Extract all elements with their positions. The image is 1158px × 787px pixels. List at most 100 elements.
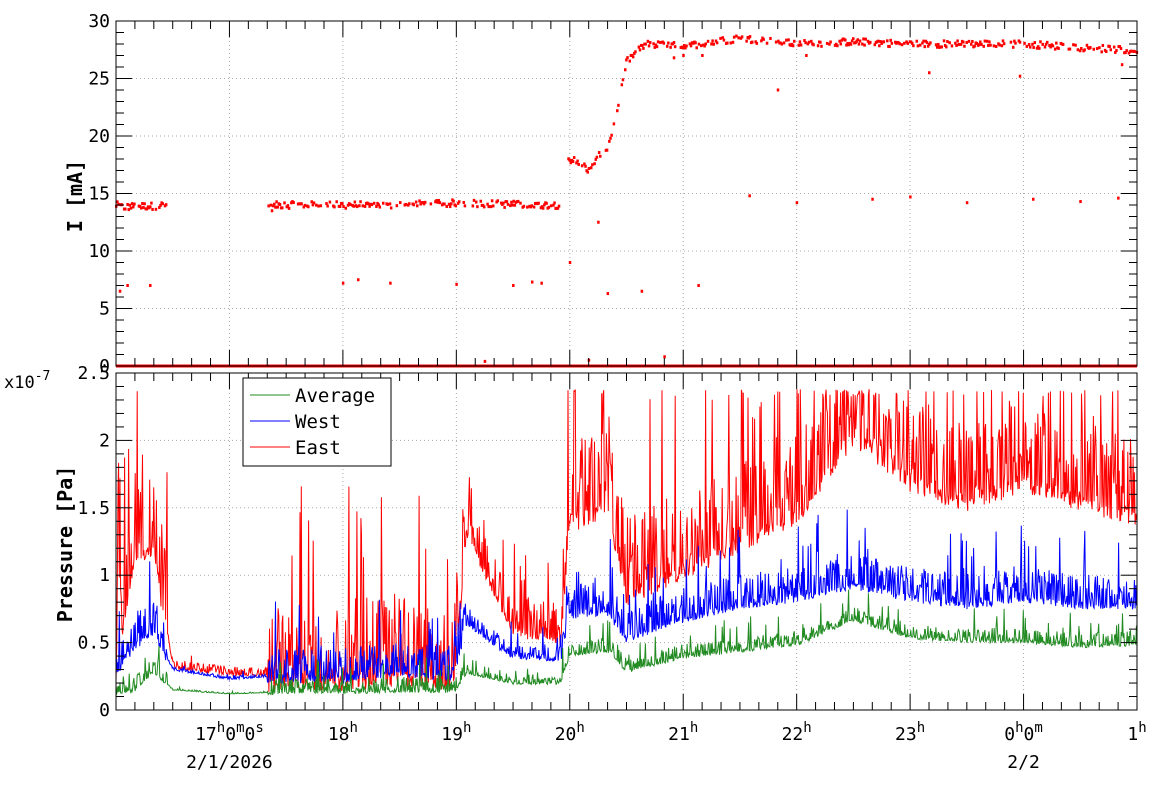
current-point [637, 45, 641, 49]
current-outlier [805, 54, 808, 57]
current-point [408, 202, 411, 206]
current-outlier [1032, 197, 1035, 201]
current-point [447, 202, 451, 206]
current-point [878, 44, 881, 48]
current-point [1036, 45, 1040, 49]
x-tick-part: 0 [1004, 724, 1015, 745]
x-tick-sup: h [463, 720, 471, 736]
current-point [731, 40, 735, 44]
current-point [490, 199, 494, 203]
current-point [503, 205, 506, 209]
current-point [685, 44, 688, 48]
current-point [959, 42, 963, 46]
current-point [1009, 40, 1013, 44]
current-point [620, 83, 624, 87]
x-tick-sup: h [690, 720, 698, 736]
current-outlier [455, 282, 458, 286]
x-date-label: 2/2 [1007, 752, 1040, 773]
current-point [873, 43, 877, 47]
current-point [429, 202, 433, 206]
current-point [1043, 45, 1047, 49]
current-point [437, 199, 441, 203]
current-point [987, 43, 990, 47]
current-point [278, 203, 282, 207]
current-point [911, 41, 914, 45]
current-point [599, 154, 602, 158]
top-ytick-label: 30 [88, 11, 110, 32]
current-point [642, 46, 645, 50]
x-tick-sup: h [350, 720, 358, 736]
current-point [956, 39, 959, 43]
current-point [839, 42, 843, 46]
current-point [571, 160, 575, 164]
current-point [486, 202, 489, 206]
bottom-axes: 0 0.5 1 1.5 2 2.5 [77, 363, 1138, 721]
current-point [992, 44, 996, 48]
top-panel: 0 5 10 15 20 25 30 I [mA] [63, 11, 1139, 377]
current-point [850, 39, 854, 43]
current-outlier [118, 289, 122, 293]
current-point [352, 204, 355, 208]
current-point [472, 198, 476, 202]
current-point [905, 40, 908, 44]
current-point [745, 39, 748, 43]
current-point [311, 203, 315, 207]
current-point [1129, 49, 1133, 53]
current-point [760, 39, 763, 43]
current-outlier [1117, 196, 1120, 200]
current-point [363, 204, 367, 208]
current-point [1074, 43, 1077, 47]
current-point [553, 201, 556, 205]
current-point [591, 163, 594, 167]
current-point [740, 35, 744, 39]
x-tick-label: 17h0m0s [195, 720, 264, 745]
x-tick-sup: h [217, 720, 225, 736]
current-outlier [341, 281, 345, 285]
current-point [549, 204, 553, 208]
current-point [988, 40, 991, 44]
current-outlier [606, 292, 610, 296]
x-tick-sup: h [1138, 720, 1146, 736]
current-point [1118, 45, 1122, 49]
x-tick-part: 20 [555, 724, 577, 745]
current-point [864, 37, 867, 41]
current-point [349, 202, 352, 206]
current-outlier [530, 280, 534, 284]
current-point [628, 59, 632, 63]
current-point [395, 204, 399, 208]
current-point [335, 200, 338, 204]
current-point [358, 204, 361, 208]
current-point [133, 202, 136, 206]
current-point [825, 41, 829, 45]
current-point [695, 46, 698, 50]
current-point [276, 205, 279, 209]
current-point [368, 204, 371, 208]
current-point [646, 39, 650, 43]
current-point [267, 204, 270, 208]
current-point [923, 45, 926, 49]
current-point [1023, 41, 1026, 45]
current-point [861, 42, 864, 46]
current-point [1068, 47, 1072, 51]
current-point [665, 44, 669, 48]
current-point [684, 46, 687, 50]
current-point [474, 200, 478, 204]
current-point [300, 202, 303, 206]
current-point [886, 39, 889, 43]
x-tick-part: 0 [245, 724, 256, 745]
current-point [631, 55, 635, 59]
top-ytick-label: 20 [88, 126, 110, 147]
current-point [634, 50, 637, 54]
current-point [482, 205, 486, 209]
current-point [481, 203, 485, 207]
current-point [1031, 42, 1034, 46]
current-point [572, 156, 576, 160]
current-point [576, 159, 579, 163]
current-point [275, 200, 278, 204]
bottom-ytick-label: 0 [99, 700, 110, 721]
current-point [117, 202, 120, 206]
current-point [942, 39, 946, 43]
current-point [977, 43, 981, 47]
current-point [735, 34, 738, 38]
